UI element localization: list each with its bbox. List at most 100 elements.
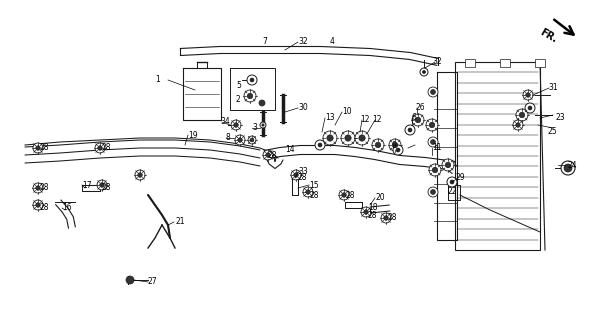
Text: 34: 34 bbox=[220, 117, 230, 126]
Text: 29: 29 bbox=[455, 173, 465, 182]
Circle shape bbox=[381, 213, 391, 223]
Circle shape bbox=[422, 70, 425, 74]
Circle shape bbox=[339, 190, 349, 200]
Text: 28: 28 bbox=[368, 211, 378, 220]
Circle shape bbox=[263, 150, 273, 160]
Circle shape bbox=[234, 123, 238, 127]
Text: 22: 22 bbox=[448, 188, 457, 196]
Text: FR.: FR. bbox=[538, 27, 558, 45]
Text: 21: 21 bbox=[175, 218, 185, 227]
Text: 19: 19 bbox=[188, 131, 197, 140]
Text: 25: 25 bbox=[548, 127, 558, 137]
Circle shape bbox=[327, 135, 333, 141]
Circle shape bbox=[306, 190, 310, 194]
Circle shape bbox=[447, 177, 457, 187]
Circle shape bbox=[33, 200, 43, 210]
Circle shape bbox=[430, 90, 435, 94]
Text: 7: 7 bbox=[262, 37, 267, 46]
Text: 17: 17 bbox=[82, 180, 91, 189]
Bar bbox=[455, 62, 540, 250]
Text: 1: 1 bbox=[155, 76, 160, 84]
Circle shape bbox=[291, 170, 301, 180]
Circle shape bbox=[235, 135, 245, 145]
Circle shape bbox=[250, 78, 254, 82]
Text: 28: 28 bbox=[102, 183, 112, 193]
Circle shape bbox=[428, 137, 438, 147]
Circle shape bbox=[420, 68, 428, 76]
Circle shape bbox=[138, 173, 142, 177]
Circle shape bbox=[95, 143, 105, 153]
Circle shape bbox=[97, 146, 102, 150]
Text: 28: 28 bbox=[102, 143, 112, 153]
Text: 12: 12 bbox=[360, 116, 370, 124]
Circle shape bbox=[355, 131, 369, 145]
Circle shape bbox=[303, 187, 313, 197]
Text: 31: 31 bbox=[548, 84, 558, 92]
Text: 15: 15 bbox=[309, 180, 319, 189]
Circle shape bbox=[430, 189, 435, 195]
Circle shape bbox=[266, 153, 270, 157]
Bar bbox=[465, 59, 475, 67]
Text: 3: 3 bbox=[252, 124, 257, 132]
Circle shape bbox=[126, 276, 134, 284]
Circle shape bbox=[561, 161, 575, 175]
Circle shape bbox=[412, 114, 424, 126]
Text: 28: 28 bbox=[40, 183, 50, 193]
Circle shape bbox=[389, 139, 401, 151]
Circle shape bbox=[519, 112, 525, 118]
Circle shape bbox=[135, 170, 145, 180]
Circle shape bbox=[428, 187, 438, 197]
Text: 28: 28 bbox=[388, 213, 397, 222]
Circle shape bbox=[372, 139, 384, 151]
Text: 28: 28 bbox=[345, 190, 354, 199]
Text: 28: 28 bbox=[298, 173, 308, 182]
Circle shape bbox=[97, 180, 107, 190]
Circle shape bbox=[318, 143, 322, 147]
Text: 4: 4 bbox=[330, 37, 335, 46]
Text: 18: 18 bbox=[368, 204, 378, 212]
Text: 27: 27 bbox=[148, 277, 158, 286]
Circle shape bbox=[526, 93, 530, 97]
Circle shape bbox=[247, 75, 257, 85]
Text: 12: 12 bbox=[372, 116, 381, 124]
Circle shape bbox=[525, 103, 535, 113]
Circle shape bbox=[523, 90, 533, 100]
Circle shape bbox=[345, 135, 351, 141]
Text: 8: 8 bbox=[226, 133, 230, 142]
Circle shape bbox=[513, 120, 523, 130]
Circle shape bbox=[247, 93, 253, 99]
Circle shape bbox=[36, 203, 40, 207]
Circle shape bbox=[516, 109, 528, 121]
Text: 13: 13 bbox=[325, 114, 335, 123]
Circle shape bbox=[33, 183, 43, 193]
Circle shape bbox=[426, 119, 438, 131]
Text: 11: 11 bbox=[432, 143, 441, 153]
Text: 33: 33 bbox=[298, 167, 308, 177]
Circle shape bbox=[294, 173, 299, 177]
Text: 14: 14 bbox=[285, 146, 295, 155]
Text: 10: 10 bbox=[342, 108, 352, 116]
Circle shape bbox=[33, 143, 43, 153]
Circle shape bbox=[516, 123, 520, 127]
Circle shape bbox=[361, 207, 371, 217]
Text: 26: 26 bbox=[415, 103, 425, 113]
Text: 16: 16 bbox=[62, 204, 72, 212]
Text: 5: 5 bbox=[236, 82, 241, 91]
Circle shape bbox=[341, 131, 355, 145]
Circle shape bbox=[244, 90, 256, 102]
Circle shape bbox=[231, 120, 241, 130]
Circle shape bbox=[415, 117, 421, 123]
Circle shape bbox=[375, 142, 381, 148]
Text: 28: 28 bbox=[268, 150, 278, 159]
Text: 28: 28 bbox=[40, 143, 50, 153]
Circle shape bbox=[405, 125, 415, 135]
Circle shape bbox=[100, 183, 104, 187]
Circle shape bbox=[396, 148, 400, 152]
Text: 28: 28 bbox=[310, 190, 319, 199]
Circle shape bbox=[238, 138, 242, 142]
Text: 30: 30 bbox=[298, 103, 308, 113]
Circle shape bbox=[323, 131, 337, 145]
Bar bbox=[535, 59, 545, 67]
Text: 24: 24 bbox=[568, 161, 577, 170]
Circle shape bbox=[450, 180, 454, 184]
